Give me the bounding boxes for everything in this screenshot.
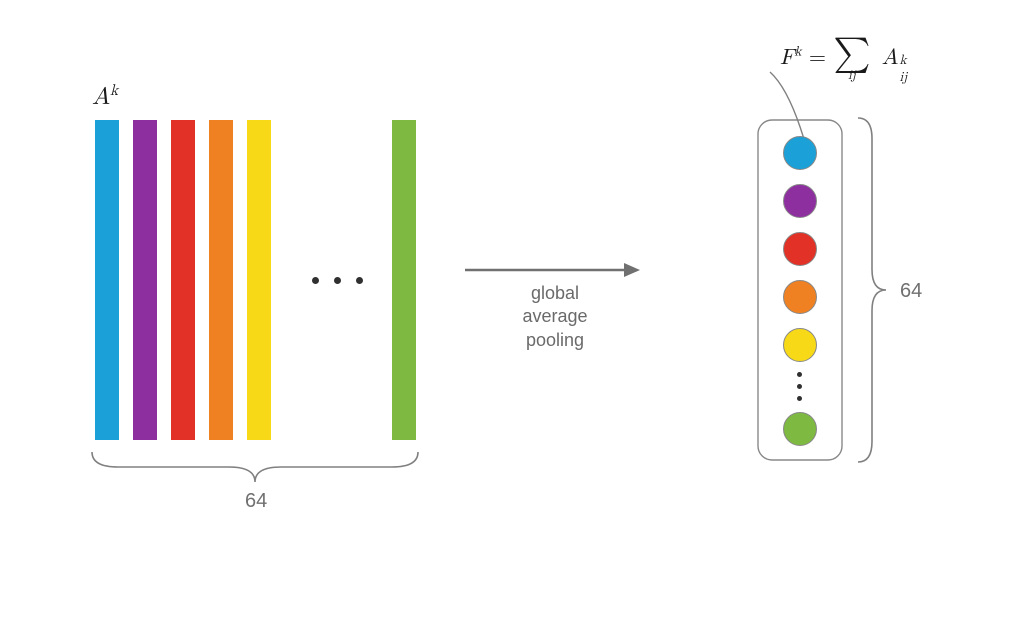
circles-vdots — [797, 396, 802, 401]
circles-vdots — [797, 384, 802, 389]
input-tensor-label: Ak — [92, 82, 118, 112]
input-tensor-A: A — [92, 85, 110, 109]
feature-bar-4 — [247, 120, 271, 440]
feature-bar-0 — [95, 120, 119, 440]
op-line2: average — [522, 306, 587, 326]
bars-ellipsis-dot — [312, 277, 319, 284]
op-line3: pooling — [526, 330, 584, 350]
formula-sum-sub: ij — [833, 69, 870, 82]
feature-bar-2 — [171, 120, 195, 440]
formula-A: A — [882, 47, 899, 69]
op-line1: global — [531, 283, 579, 303]
formula: Fk = ∑ ij A k ij — [780, 36, 898, 82]
formula-sum: ∑ — [833, 36, 870, 71]
input-dim-label: 64 — [245, 490, 267, 513]
output-circle-2 — [783, 232, 817, 266]
output-circle-last — [783, 412, 817, 446]
feature-bar-1 — [133, 120, 157, 440]
feature-bar-3 — [209, 120, 233, 440]
circles-vdots — [797, 372, 802, 377]
output-dim-value: 64 — [900, 280, 922, 302]
output-dim-label: 64 — [900, 280, 922, 303]
formula-A-sub: ij — [899, 70, 907, 84]
diagram-canvas: Ak 64 global average pooling — [0, 0, 1024, 627]
output-circle-1 — [783, 184, 817, 218]
input-tensor-sup: k — [110, 83, 118, 99]
bars-ellipsis-dot — [356, 277, 363, 284]
formula-A-sup: k — [899, 53, 906, 67]
formula-F: F — [780, 47, 794, 69]
formula-eq: = — [809, 47, 833, 69]
formula-F-sup: k — [794, 45, 801, 59]
output-circle-3 — [783, 280, 817, 314]
output-circle-0 — [783, 136, 817, 170]
operation-label: global average pooling — [510, 282, 600, 352]
output-circle-4 — [783, 328, 817, 362]
bars-ellipsis-dot — [334, 277, 341, 284]
input-dim-value: 64 — [245, 490, 267, 512]
feature-bar-last — [392, 120, 416, 440]
